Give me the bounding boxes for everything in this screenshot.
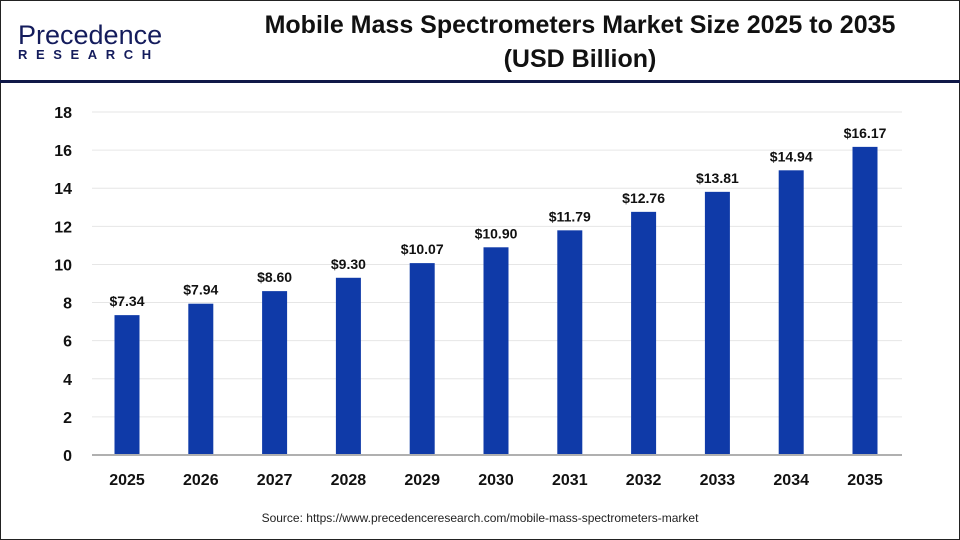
x-tick-label: 2029 — [404, 472, 440, 489]
x-tick-label: 2030 — [478, 472, 514, 489]
chart-title: Mobile Mass Spectrometers Market Size 20… — [200, 8, 960, 76]
bar — [483, 247, 509, 455]
logo-subtext: RESEARCH — [18, 47, 160, 62]
data-label: $7.34 — [109, 293, 144, 309]
bar — [778, 170, 804, 455]
data-label: $11.79 — [549, 208, 591, 224]
source-text: Source: https://www.precedenceresearch.c… — [261, 511, 699, 525]
x-tick-label: 2032 — [626, 472, 662, 489]
y-tick-label: 14 — [54, 181, 72, 198]
data-label: $8.60 — [257, 269, 292, 285]
bar — [114, 315, 140, 455]
bar — [631, 211, 657, 455]
y-tick-label: 8 — [63, 296, 72, 313]
bar — [335, 277, 361, 455]
y-tick-label: 16 — [54, 143, 72, 160]
bar — [262, 291, 288, 455]
data-label: $10.07 — [401, 241, 444, 257]
bar — [188, 303, 214, 455]
data-label: $10.90 — [475, 225, 518, 241]
y-tick-label: 6 — [63, 334, 72, 351]
bar — [409, 263, 435, 455]
title-line-1: Mobile Mass Spectrometers Market Size 20… — [264, 11, 896, 39]
x-tick-label: 2027 — [257, 472, 293, 489]
title-line-2: (USD Billion) — [503, 45, 657, 73]
data-label: $7.94 — [183, 282, 218, 298]
x-tick-label: 2026 — [183, 472, 219, 489]
data-label: $12.76 — [622, 190, 665, 206]
y-tick-label: 12 — [54, 219, 72, 236]
data-label: $9.30 — [331, 256, 366, 272]
y-tick-label: 18 — [54, 105, 72, 122]
data-label: $14.94 — [770, 148, 813, 164]
logo: Precedence RESEARCH — [18, 20, 162, 62]
x-tick-label: 2031 — [552, 472, 588, 489]
x-tick-label: 2033 — [700, 472, 736, 489]
x-tick-label: 2035 — [847, 472, 883, 489]
bar — [852, 146, 878, 455]
data-label: $16.17 — [844, 125, 887, 141]
x-tick-label: 2034 — [773, 472, 809, 489]
x-tick-label: 2028 — [331, 472, 367, 489]
logo-text: Precedence — [18, 20, 163, 50]
header-divider — [0, 80, 960, 83]
bar — [557, 230, 583, 455]
bar — [704, 191, 730, 455]
y-tick-label: 10 — [54, 257, 72, 274]
x-tick-label: 2025 — [109, 472, 145, 489]
y-tick-label: 0 — [63, 448, 72, 465]
y-tick-label: 4 — [63, 372, 72, 389]
data-label: $13.81 — [696, 170, 739, 186]
y-tick-label: 2 — [63, 410, 72, 427]
